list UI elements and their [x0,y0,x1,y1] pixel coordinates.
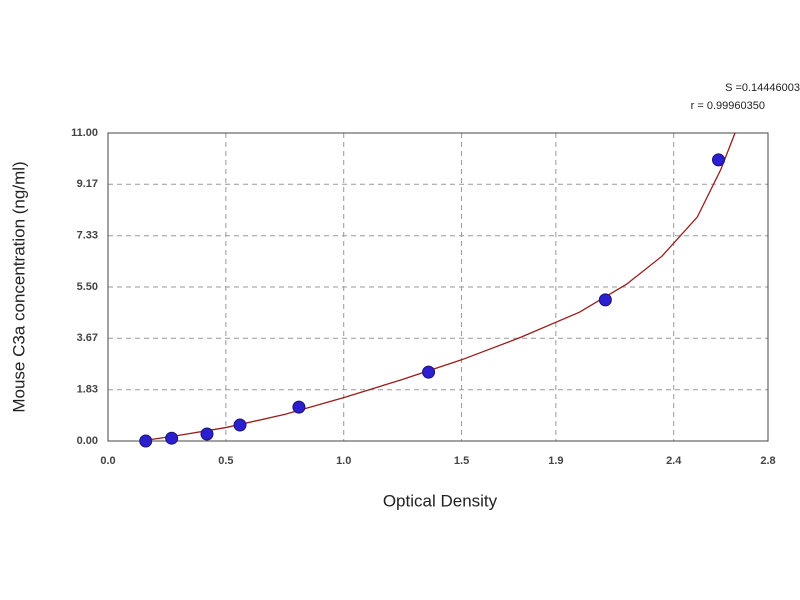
data-point [422,365,436,379]
y-tick-label: 7.33 [77,230,98,242]
x-tick-label: 2.8 [760,455,775,467]
y-tick-label: 5.50 [77,281,98,293]
annotation: S =0.14446003 [725,82,800,94]
data-point [200,427,214,441]
data-point [598,293,612,307]
y-tick-label: 0.00 [77,435,98,447]
x-tick-label: 0.0 [100,455,115,467]
x-tick-label: 1.0 [336,455,351,467]
y-tick-label: 3.67 [77,332,98,344]
y-axis-title: Mouse C3a concentration (ng/ml) [9,161,28,412]
x-tick-label: 2.4 [666,455,682,467]
x-tick-label: 1.9 [548,455,563,467]
x-tick-label: 1.5 [454,455,469,467]
y-tick-label: 1.83 [77,384,98,396]
data-point [292,400,306,414]
data-point [233,418,247,432]
data-point [712,153,725,167]
annotation: r = 0.99960350 [691,100,765,112]
x-tick-label: 0.5 [218,455,233,467]
plot-frame [107,132,769,442]
data-point [165,431,179,445]
x-axis-title: Optical Density [383,491,498,510]
y-tick-label: 9.17 [77,178,98,190]
data-point [139,434,153,448]
y-tick-label: 11.00 [71,127,98,139]
